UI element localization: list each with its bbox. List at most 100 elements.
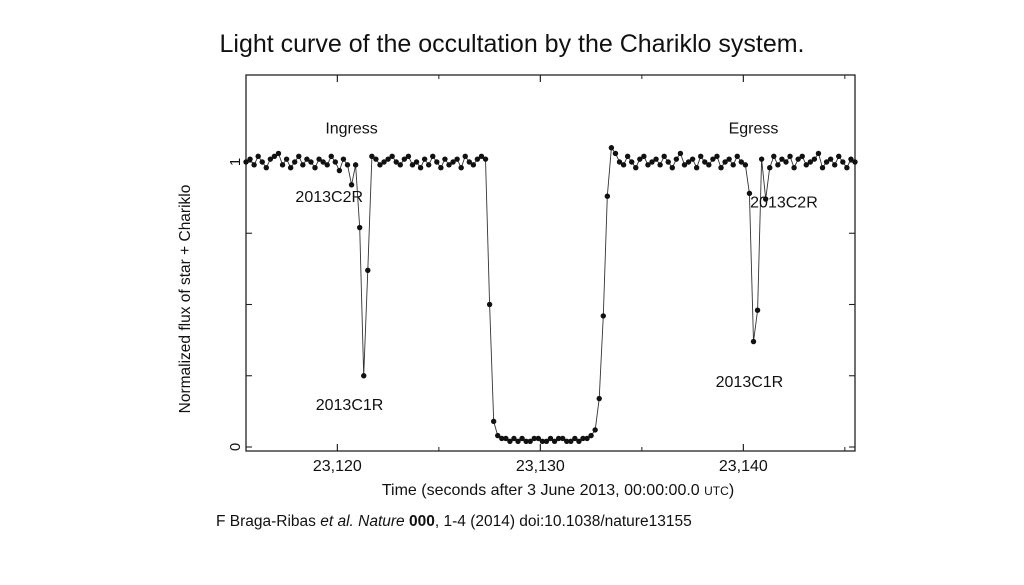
data-point bbox=[568, 438, 574, 444]
citation-etal: et al. bbox=[320, 513, 354, 530]
citation-journal: Nature bbox=[358, 513, 405, 530]
data-point bbox=[693, 165, 700, 171]
data-point bbox=[523, 438, 529, 444]
data-point bbox=[450, 159, 456, 165]
citation-rest: , 1-4 (2014) doi:10.1038/nature13155 bbox=[434, 513, 692, 530]
data-point bbox=[807, 159, 814, 165]
data-point bbox=[762, 196, 769, 202]
data-point bbox=[434, 159, 440, 165]
data-point bbox=[470, 162, 477, 168]
data-point bbox=[702, 159, 708, 165]
data-point bbox=[706, 162, 712, 168]
data-point bbox=[486, 301, 493, 308]
data-point bbox=[726, 156, 732, 162]
data-point bbox=[426, 162, 432, 168]
y-axis-label: Normalized flux of star + Chariklo bbox=[177, 185, 194, 414]
data-point bbox=[405, 153, 412, 159]
data-point bbox=[592, 427, 598, 433]
data-point bbox=[677, 150, 684, 157]
data-point bbox=[791, 165, 797, 171]
data-point bbox=[604, 193, 611, 199]
data-point bbox=[482, 156, 489, 162]
data-point bbox=[389, 153, 395, 159]
y-tick-label: 1 bbox=[227, 158, 244, 166]
data-point bbox=[251, 162, 257, 168]
data-point bbox=[365, 267, 371, 273]
data-point bbox=[352, 162, 359, 168]
y-tick-label: 0 bbox=[227, 443, 244, 451]
data-point bbox=[397, 162, 403, 168]
data-point bbox=[612, 150, 619, 157]
x-tick-label: 23,140 bbox=[719, 458, 768, 475]
data-point bbox=[685, 159, 692, 165]
data-point bbox=[283, 156, 290, 162]
data-point bbox=[840, 159, 846, 165]
data-point bbox=[267, 156, 274, 162]
citation-volume: 000 bbox=[409, 513, 435, 530]
data-point bbox=[600, 313, 606, 319]
chart-title: Light curve of the occultation by the Ch… bbox=[219, 30, 805, 58]
data-point bbox=[844, 165, 850, 171]
data-point bbox=[649, 159, 655, 165]
data-point bbox=[503, 435, 509, 442]
data-point bbox=[559, 435, 566, 442]
data-point bbox=[669, 165, 675, 171]
data-point bbox=[771, 153, 777, 159]
data-point bbox=[442, 156, 448, 162]
data-point bbox=[381, 159, 387, 165]
data-point bbox=[446, 162, 452, 168]
data-point bbox=[401, 156, 408, 162]
data-point bbox=[421, 156, 428, 162]
data-point bbox=[304, 156, 310, 162]
data-point bbox=[848, 156, 854, 162]
citation: F Braga-Ribas et al. Nature 000, 1-4 (20… bbox=[216, 513, 692, 531]
data-point bbox=[438, 165, 444, 171]
data-point bbox=[292, 159, 298, 165]
data-point bbox=[580, 435, 586, 442]
data-point bbox=[758, 156, 765, 162]
data-point bbox=[409, 162, 416, 168]
data-point bbox=[783, 159, 789, 165]
data-point bbox=[827, 156, 834, 162]
annotation-label: 2013C2R bbox=[295, 189, 363, 206]
data-point bbox=[495, 432, 501, 439]
data-point bbox=[795, 156, 801, 162]
data-point bbox=[328, 153, 334, 159]
data-point bbox=[539, 438, 546, 444]
annotation-label: Egress bbox=[729, 121, 779, 138]
citation-authors: F Braga-Ribas bbox=[216, 513, 321, 530]
data-point bbox=[775, 162, 781, 168]
data-point bbox=[344, 162, 351, 168]
data-point bbox=[243, 159, 249, 165]
annotation-label: Ingress bbox=[325, 121, 377, 138]
data-point bbox=[832, 162, 838, 168]
data-point bbox=[734, 153, 740, 159]
data-point bbox=[527, 438, 533, 444]
data-point bbox=[629, 159, 635, 165]
data-point bbox=[714, 153, 720, 159]
data-point bbox=[616, 159, 623, 165]
data-point bbox=[499, 435, 505, 442]
data-point bbox=[852, 159, 858, 165]
x-tick-label: 23,130 bbox=[516, 458, 565, 475]
data-point bbox=[515, 438, 521, 444]
data-point bbox=[417, 165, 424, 171]
data-point bbox=[584, 435, 590, 442]
data-point bbox=[730, 162, 736, 168]
data-point bbox=[531, 435, 537, 442]
data-point bbox=[340, 156, 347, 162]
data-point bbox=[815, 150, 822, 157]
data-point bbox=[555, 435, 562, 442]
data-point bbox=[454, 156, 460, 162]
data-point bbox=[271, 153, 278, 159]
data-point bbox=[673, 156, 680, 162]
data-point bbox=[823, 159, 830, 165]
data-point bbox=[336, 167, 343, 174]
data-point bbox=[742, 162, 749, 168]
data-point bbox=[373, 156, 379, 162]
data-point bbox=[332, 159, 339, 165]
data-point bbox=[624, 153, 631, 159]
data-point bbox=[767, 165, 773, 171]
data-point bbox=[564, 438, 570, 444]
data-point bbox=[247, 156, 253, 162]
